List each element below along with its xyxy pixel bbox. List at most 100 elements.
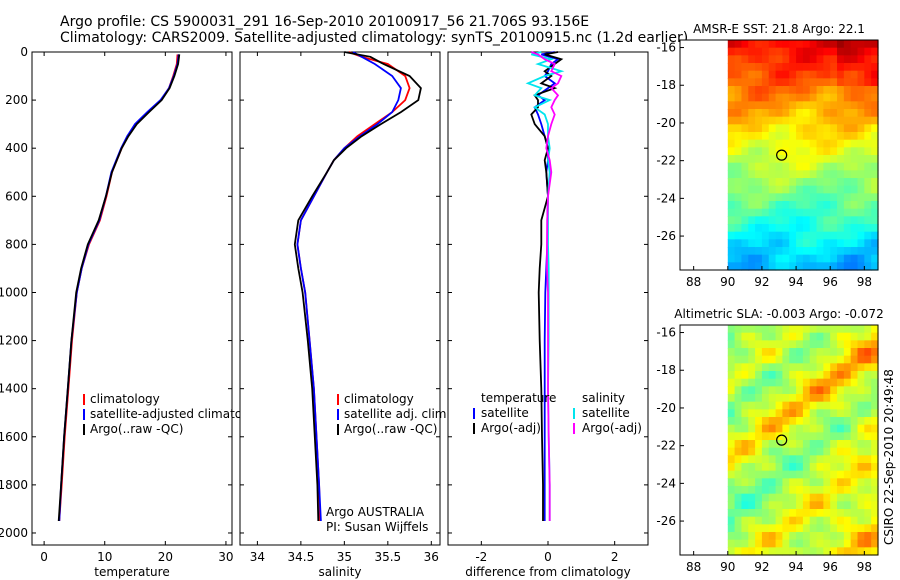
map-cell	[809, 363, 818, 372]
map-cell	[768, 348, 777, 357]
map-cell	[761, 463, 770, 472]
map-cell	[727, 116, 736, 125]
map-cell	[734, 55, 743, 64]
map-cell	[871, 208, 879, 217]
map-cell	[837, 224, 845, 233]
map-cell	[864, 539, 872, 548]
map-cell	[823, 40, 831, 49]
map-cell	[748, 363, 756, 372]
map-cell	[741, 254, 749, 263]
map-cell	[809, 394, 818, 403]
map-cell	[802, 424, 811, 433]
map-cell	[796, 147, 804, 156]
map-cell	[850, 101, 859, 110]
map-cell	[871, 224, 879, 233]
map-cell	[837, 193, 845, 202]
map-cell	[734, 394, 743, 403]
map-cell	[782, 524, 790, 533]
map-cell	[816, 516, 824, 525]
map-cell	[761, 409, 770, 418]
map-cell	[830, 509, 838, 518]
map-x-tick-label: 88	[686, 560, 701, 574]
map-cell	[761, 216, 770, 225]
map-cell	[823, 109, 831, 118]
map-cell	[802, 325, 811, 334]
map-cell	[748, 432, 756, 441]
map-cell	[850, 170, 859, 179]
map-cell	[850, 193, 859, 202]
map-cell	[837, 93, 845, 102]
map-cell	[768, 55, 777, 64]
map-cell	[796, 470, 804, 479]
map-cell	[802, 155, 811, 164]
map-cell	[843, 547, 852, 556]
map-cell	[727, 47, 736, 56]
map-cell	[830, 378, 838, 387]
map-cell	[871, 139, 879, 148]
map-cell	[796, 132, 804, 141]
map-cell	[755, 109, 763, 118]
map-cell	[802, 348, 811, 357]
map-x-tick-label: 92	[754, 560, 769, 574]
map-cell	[734, 124, 743, 133]
map-cell	[802, 247, 811, 256]
map-cell	[789, 262, 797, 271]
map-cell	[843, 409, 852, 418]
map-cell	[755, 93, 763, 102]
map-cell	[796, 162, 804, 171]
map-cell	[727, 363, 736, 372]
map-cell	[802, 340, 811, 349]
map-cell	[809, 63, 818, 72]
map-cell	[802, 193, 811, 202]
map-cell	[789, 116, 797, 125]
map-cell	[850, 47, 859, 56]
map-cell	[775, 208, 784, 217]
map-cell	[741, 463, 749, 472]
map-cell	[823, 93, 831, 102]
map-cell	[837, 262, 845, 271]
map-cell	[761, 447, 770, 456]
map-cell	[741, 532, 749, 541]
series-argo	[57, 54, 181, 522]
map-cell	[775, 170, 784, 179]
map-cell	[830, 86, 838, 95]
x-tick-label: -2	[475, 550, 487, 564]
map-cell	[843, 539, 852, 548]
map-cell	[843, 109, 852, 118]
map-cell	[864, 401, 872, 410]
map-cell	[727, 539, 736, 548]
map-cell	[748, 486, 756, 495]
map-cell	[857, 47, 865, 56]
map-cell	[748, 178, 756, 187]
map-cell	[748, 478, 756, 487]
map-cell	[789, 247, 797, 256]
map-cell	[727, 325, 736, 334]
map-cell	[802, 432, 811, 441]
map-cell	[775, 224, 784, 233]
map-cell	[727, 432, 736, 441]
map-cell	[768, 470, 777, 479]
map-cell	[857, 201, 865, 210]
map-cell	[871, 532, 879, 541]
series-temp_argo	[530, 51, 564, 521]
map-cell	[782, 463, 790, 472]
map-cell	[734, 539, 743, 548]
map-cell	[796, 325, 804, 334]
map-cell	[748, 417, 756, 426]
map-cell	[823, 132, 831, 141]
map-cell	[734, 162, 743, 171]
map-cell	[768, 371, 777, 380]
map-cell	[782, 424, 790, 433]
map-cell	[734, 409, 743, 418]
map-cell	[775, 455, 784, 464]
map-cell	[789, 78, 797, 87]
map-cell	[748, 124, 756, 133]
map-cell	[734, 216, 743, 225]
map-cell	[775, 332, 784, 341]
map-cell	[782, 516, 790, 525]
map-cell	[830, 501, 838, 510]
map-cell	[734, 371, 743, 380]
map-cell	[871, 378, 879, 387]
map-cell	[796, 424, 804, 433]
map-cell	[796, 101, 804, 110]
